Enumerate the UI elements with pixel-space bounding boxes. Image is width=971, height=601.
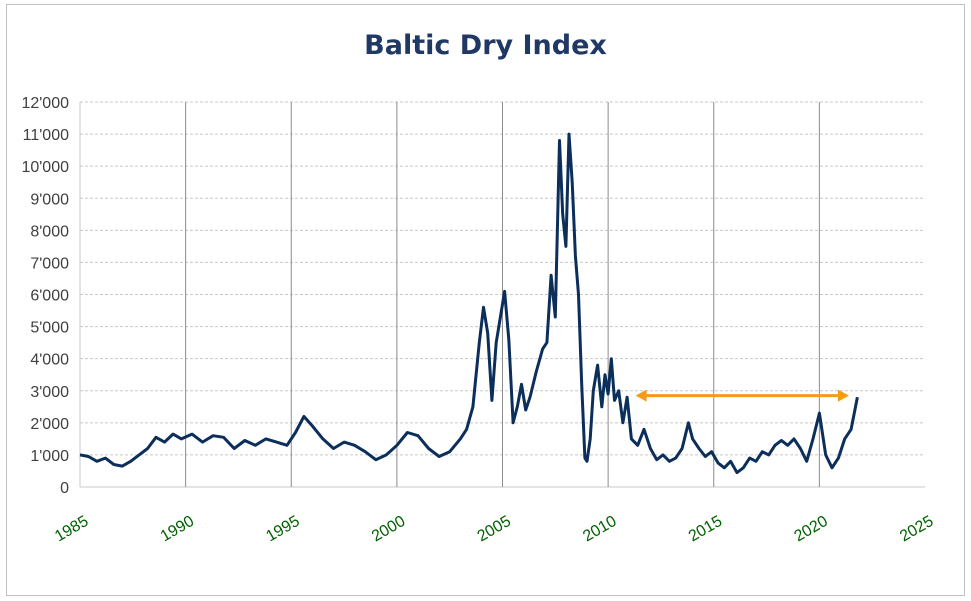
y-tick-label: 7'000	[30, 255, 69, 272]
y-axis-ticks: 0 1'000 2'000 3'000 4'000 5'000 6'000 7'000 8'00…	[21, 95, 69, 497]
y-tick-label: 12'000	[21, 95, 69, 112]
x-tick-label: 2005	[475, 513, 514, 546]
annotation-layer	[635, 389, 849, 402]
x-tick-label: 1985	[52, 513, 91, 546]
chart-frame	[6, 4, 965, 596]
y-tick-label: 2'000	[30, 416, 69, 433]
x-tick-label: 1990	[158, 513, 197, 546]
x-tick-label: 2025	[897, 513, 936, 546]
x-tick-label: 2015	[686, 513, 725, 546]
y-tick-label: 11'000	[23, 127, 69, 144]
x-tick-label: 2000	[369, 513, 408, 546]
x-axis-ticks: 1985 1990 1995 2000 2005 2010 2015 2020 2025	[52, 513, 936, 546]
y-tick-label: 3'000	[30, 384, 69, 401]
chart-title: Baltic Dry Index	[364, 30, 607, 61]
y-tick-label: 9'000	[30, 191, 69, 208]
arrow-head-right	[837, 389, 849, 402]
y-tick-label: 8'000	[30, 223, 69, 240]
arrow-head-left	[635, 389, 647, 402]
series-layer	[79, 132, 859, 475]
y-tick-label: 0	[60, 480, 69, 497]
x-tick-label: 2010	[580, 513, 619, 546]
y-tick-label: 5'000	[30, 320, 69, 337]
y-tick-label: 1'000	[30, 448, 69, 465]
y-tick-label: 10'000	[21, 159, 69, 176]
y-tick-label: 6'000	[30, 288, 69, 305]
y-tick-label: 4'000	[30, 352, 69, 369]
series-line	[79, 132, 859, 475]
x-tick-label: 1995	[263, 513, 302, 546]
grid	[79, 101, 925, 488]
x-tick-label: 2020	[791, 513, 830, 546]
